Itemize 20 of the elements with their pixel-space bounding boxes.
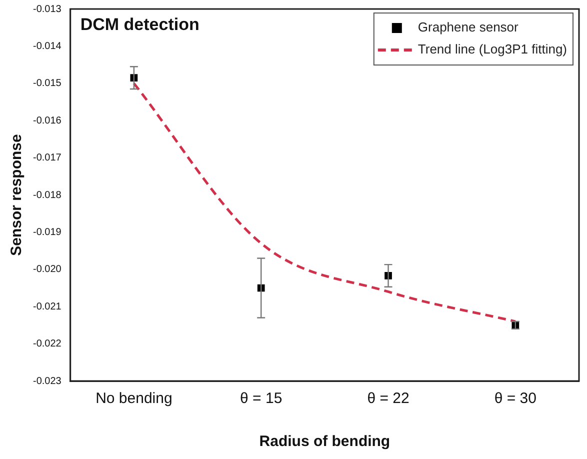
x-tick-label: θ = 22 <box>367 390 410 408</box>
x-tick-label: No bending <box>96 390 172 408</box>
y-tick-label: -0.015 <box>32 78 62 90</box>
chart-title: DCM detection <box>80 15 200 34</box>
legend-label: Graphene sensor <box>418 20 520 35</box>
y-tick-label: -0.020 <box>32 264 62 276</box>
y-tick-label: -0.016 <box>32 115 62 126</box>
y-tick-label: -0.013 <box>32 4 62 15</box>
y-tick-label: -0.022 <box>32 338 62 350</box>
y-tick-label: -0.017 <box>32 152 62 164</box>
x-axis-title: Radius of bending <box>259 433 390 450</box>
y-tick-label: -0.018 <box>32 190 62 201</box>
y-tick-label: -0.019 <box>32 226 62 238</box>
x-tick-label: θ = 15 <box>240 390 282 408</box>
y-tick-label: -0.014 <box>32 40 62 52</box>
y-tick-label: -0.021 <box>32 301 62 312</box>
legend-label: Trend line (Log3P1 fitting) <box>418 42 568 57</box>
y-tick-label: -0.023 <box>32 376 62 387</box>
y-axis-title: Sensor response <box>8 134 26 256</box>
x-tick-label: θ = 30 <box>494 390 536 408</box>
